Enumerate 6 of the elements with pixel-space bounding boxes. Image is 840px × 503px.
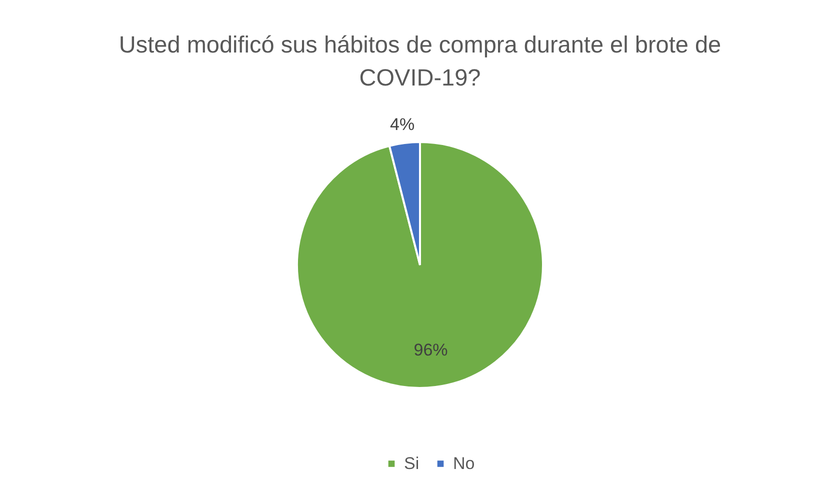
legend-label: Si xyxy=(404,454,420,473)
chart-title: Usted modificó sus hábitos de compra durante el brote de COVID-19? xyxy=(118,32,722,90)
data-label: 96% xyxy=(414,340,448,360)
data-label: 4% xyxy=(390,115,415,134)
pie-slice xyxy=(296,141,544,389)
legend-label: No xyxy=(453,454,475,473)
